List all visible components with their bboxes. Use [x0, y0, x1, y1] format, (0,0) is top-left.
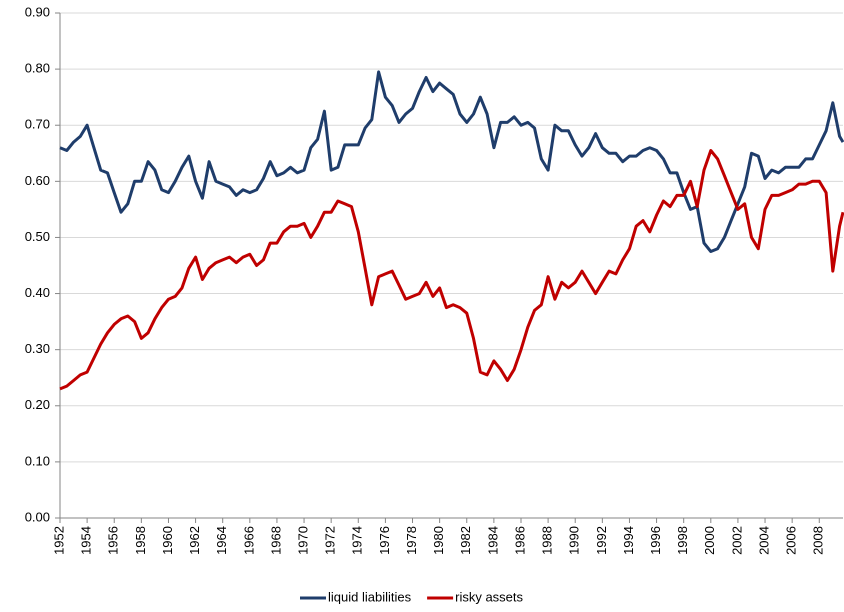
legend-label: risky assets	[455, 589, 523, 604]
x-tick-label: 1968	[268, 526, 283, 555]
y-tick-label: 0.60	[25, 173, 50, 188]
x-tick-label: 1974	[350, 526, 365, 555]
x-tick-label: 1972	[323, 526, 338, 555]
x-tick-label: 1986	[512, 526, 527, 555]
x-tick-label: 1976	[377, 526, 392, 555]
x-tick-label: 2002	[729, 526, 744, 555]
x-tick-label: 1988	[540, 526, 555, 555]
x-tick-label: 1962	[187, 526, 202, 555]
y-tick-label: 0.20	[25, 397, 50, 412]
x-tick-label: 1960	[160, 526, 175, 555]
x-tick-label: 2006	[784, 526, 799, 555]
x-tick-label: 1966	[241, 526, 256, 555]
y-tick-label: 0.00	[25, 509, 50, 524]
y-tick-label: 0.50	[25, 229, 50, 244]
series-line	[59, 70, 844, 253]
x-tick-label: 1970	[295, 526, 310, 555]
y-tick-label: 0.40	[25, 285, 50, 300]
x-tick-label: 2008	[811, 526, 826, 555]
x-tick-label: 1956	[106, 526, 121, 555]
y-tick-label: 0.80	[25, 61, 50, 76]
x-tick-label: 1958	[133, 526, 148, 555]
y-tick-label: 0.70	[25, 117, 50, 132]
x-tick-label: 1984	[485, 526, 500, 555]
y-tick-label: 0.10	[25, 453, 50, 468]
x-tick-label: 1990	[567, 526, 582, 555]
y-tick-label: 0.90	[25, 4, 50, 19]
x-tick-label: 1952	[51, 526, 66, 555]
x-tick-label: 1964	[214, 526, 229, 555]
x-tick-label: 1980	[431, 526, 446, 555]
x-tick-label: 1992	[594, 526, 609, 555]
x-tick-label: 1982	[458, 526, 473, 555]
x-tick-label: 2004	[756, 526, 771, 555]
x-tick-label: 1996	[648, 526, 663, 555]
x-tick-label: 1994	[621, 526, 636, 555]
x-tick-label: 1954	[79, 526, 94, 555]
x-tick-label: 1998	[675, 526, 690, 555]
x-tick-label: 1978	[404, 526, 419, 555]
series-line	[59, 149, 844, 391]
legend-label: liquid liabilities	[328, 589, 412, 604]
y-tick-label: 0.30	[25, 341, 50, 356]
x-tick-label: 2000	[702, 526, 717, 555]
